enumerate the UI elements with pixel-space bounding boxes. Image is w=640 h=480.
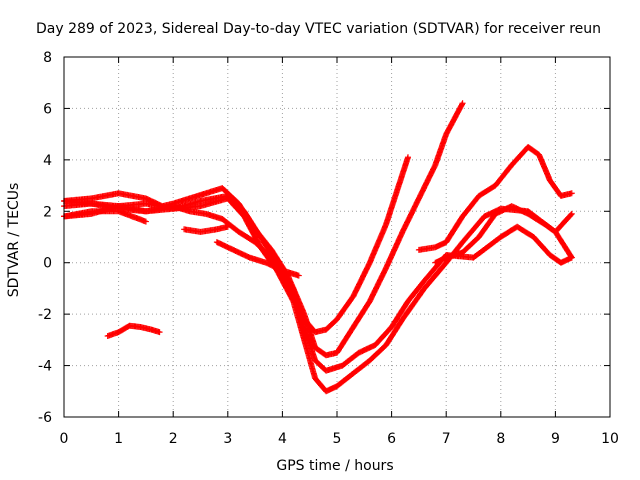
x-tick-label: 2 bbox=[169, 431, 178, 447]
y-tick-label: 4 bbox=[43, 153, 52, 169]
series-track-7 bbox=[181, 223, 231, 235]
data-point bbox=[567, 211, 574, 218]
data-point bbox=[224, 223, 231, 230]
x-tick-labels: 0 1 2 3 4 5 6 7 8 9 10 bbox=[60, 431, 619, 447]
y-tick-label: -4 bbox=[38, 359, 52, 375]
series-track-4 bbox=[61, 195, 575, 395]
x-tick-label: 6 bbox=[387, 431, 396, 447]
y-axis-label: SDTVAR / TECUs bbox=[6, 183, 22, 298]
x-tick-label: 10 bbox=[601, 431, 619, 447]
data-point bbox=[142, 218, 149, 225]
data-point bbox=[568, 253, 575, 260]
data-point bbox=[568, 190, 575, 197]
x-tick-label: 1 bbox=[114, 431, 123, 447]
x-axis-label: GPS time / hours bbox=[276, 458, 393, 474]
series-track-1 bbox=[61, 154, 411, 336]
x-tick-label: 5 bbox=[333, 431, 342, 447]
data-point bbox=[459, 100, 466, 107]
data-point bbox=[568, 254, 575, 261]
y-tick-label: 6 bbox=[43, 101, 52, 117]
series-layer bbox=[61, 100, 575, 395]
x-tick-label: 8 bbox=[496, 431, 505, 447]
grid bbox=[64, 57, 610, 417]
x-tick-label: 4 bbox=[278, 431, 287, 447]
y-tick-label: -2 bbox=[38, 307, 52, 323]
series-track-6 bbox=[213, 239, 302, 279]
x-tick-label: 0 bbox=[60, 431, 69, 447]
series-track-9 bbox=[432, 203, 575, 266]
y-tick-label: -6 bbox=[38, 410, 52, 426]
chart-title: Day 289 of 2023, Sidereal Day-to-day VTE… bbox=[36, 21, 601, 37]
series-track-8 bbox=[415, 144, 575, 253]
series-track-10 bbox=[104, 322, 163, 339]
data-point bbox=[568, 210, 575, 217]
y-tick-labels: -6 -4 -2 0 2 4 6 8 bbox=[38, 50, 52, 426]
x-tick-label: 9 bbox=[551, 431, 560, 447]
y-tick-label: 8 bbox=[43, 50, 52, 66]
data-point bbox=[404, 154, 411, 161]
x-tick-label: 7 bbox=[442, 431, 451, 447]
data-point bbox=[156, 329, 163, 336]
axis-ticks bbox=[63, 56, 611, 418]
y-tick-label: 0 bbox=[43, 256, 52, 272]
y-tick-label: 2 bbox=[43, 204, 52, 220]
x-tick-label: 3 bbox=[223, 431, 232, 447]
data-point bbox=[295, 272, 302, 279]
